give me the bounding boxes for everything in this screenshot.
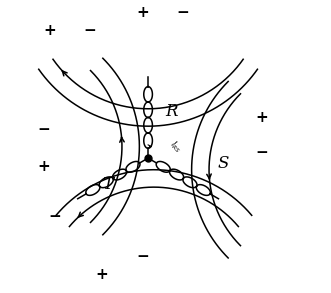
Text: +: + [255, 110, 268, 125]
Text: +: + [95, 267, 108, 282]
Text: −: − [49, 209, 62, 224]
Text: −: − [136, 249, 149, 264]
Text: R: R [165, 103, 177, 120]
Text: −: − [84, 23, 96, 38]
Text: −: − [255, 145, 268, 160]
Text: −: − [176, 6, 189, 21]
Text: $I_{RS}$: $I_{RS}$ [167, 138, 184, 155]
Text: −: − [37, 122, 50, 137]
Text: +: + [136, 6, 149, 21]
Text: S: S [218, 155, 229, 172]
Text: +: + [43, 23, 56, 38]
Text: +: + [37, 159, 50, 174]
Text: T: T [102, 176, 113, 193]
